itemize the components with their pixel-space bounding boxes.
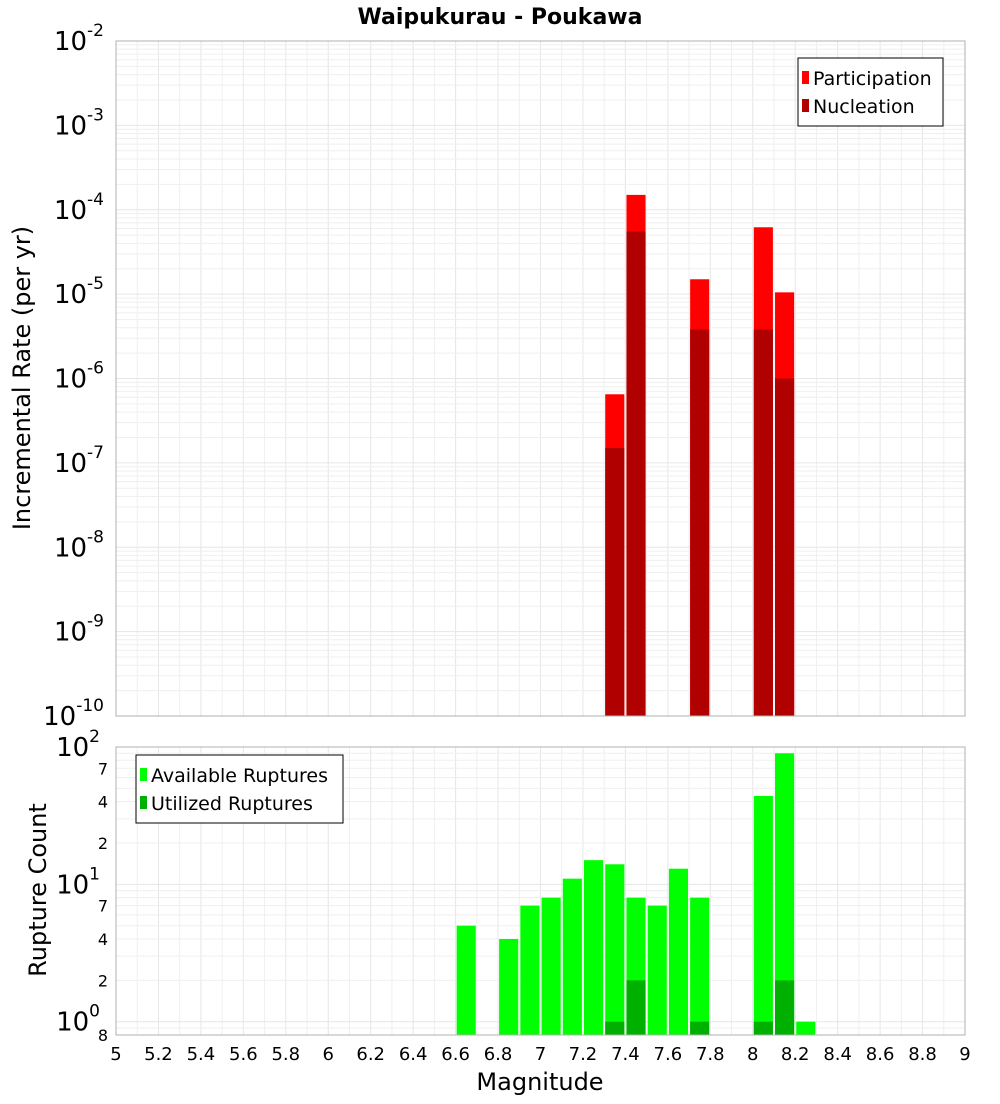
magnitude-tick-label: 8.2 <box>781 1044 810 1065</box>
count-bar-a <box>753 795 773 1035</box>
count-bar-b <box>626 980 646 1035</box>
count-bar-a <box>690 897 710 1035</box>
count-ytick-major-label: 100 <box>56 1002 100 1038</box>
count-ytick-label: 2 <box>98 834 108 853</box>
rate-ytick-label: 10-6 <box>54 359 104 395</box>
magnitude-tick-label: 8.8 <box>908 1044 937 1065</box>
magnitude-tick-label: 8.6 <box>866 1044 895 1065</box>
count-bar-a <box>775 753 795 1035</box>
rate-ytick-label: 10-5 <box>54 274 104 310</box>
count-bar-a <box>605 864 625 1035</box>
magnitude-tick-label: 5.8 <box>271 1044 300 1065</box>
magnitude-tick-label: 5 <box>110 1044 121 1065</box>
rate-legend-label: Nucleation <box>813 96 915 118</box>
count-legend-label: Available Ruptures <box>151 765 328 787</box>
rate-legend <box>797 57 944 127</box>
rate-plot-frame <box>115 40 966 717</box>
magnitude-axis-label: Magnitude <box>476 1068 603 1096</box>
magnitude-tick-label: 9 <box>959 1044 970 1065</box>
count-bar-a <box>541 897 561 1035</box>
magnitude-tick-label: 8.4 <box>823 1044 852 1065</box>
magnitude-tick-label: 6 <box>323 1044 334 1065</box>
rate-ytick-label: 10-4 <box>54 190 104 226</box>
magnitude-tick-label: 6.2 <box>356 1044 385 1065</box>
rate-ytick-label: 10-7 <box>54 443 104 479</box>
magnitude-tick-label: 7.8 <box>696 1044 725 1065</box>
count-ytick-label: 7 <box>98 759 108 778</box>
count-bar-b <box>690 1021 710 1035</box>
magnitude-tick-label: 5.4 <box>187 1044 216 1065</box>
rate-axis-label: Incremental Rate (per yr) <box>8 226 36 530</box>
count-bar-b <box>605 1021 625 1035</box>
rate-legend-swatch <box>802 99 809 112</box>
rate-legend-label: Participation <box>813 68 932 90</box>
count-panel: 8 2 4 7 2 4 7 100 101 102 5 5.2 5.4 5.6 5.8 6 6.2 6.4 6.6 6… <box>56 727 971 1065</box>
magnitude-tick-label: 6.4 <box>399 1044 428 1065</box>
magnitude-tick-label: 6.6 <box>441 1044 470 1065</box>
magnitude-tick-label: 8 <box>747 1044 758 1065</box>
count-legend <box>135 754 344 824</box>
magnitude-tick-label: 5.2 <box>144 1044 173 1065</box>
rate-ytick-label: 10-8 <box>54 527 104 563</box>
magnitude-tick-label: 7.2 <box>569 1044 598 1065</box>
rate-legend-swatch <box>802 71 809 84</box>
rate-bar-b <box>605 448 625 716</box>
count-ytick-label: 4 <box>98 793 108 812</box>
count-bar-a <box>562 878 582 1035</box>
count-bar-a <box>520 905 540 1035</box>
magnitude-tick-label: 5.6 <box>229 1044 258 1065</box>
count-bar-a <box>668 868 689 1035</box>
count-ytick-label: 8 <box>98 1026 108 1045</box>
count-ytick-label: 7 <box>98 897 108 916</box>
count-ytick-label: 2 <box>98 971 108 990</box>
count-ytick-label: 4 <box>98 930 108 949</box>
rate-ytick-label: 10-3 <box>54 105 104 141</box>
rate-ytick-label: 10-2 <box>54 21 104 57</box>
rate-bar-b <box>626 231 646 716</box>
count-ytick-major-label: 101 <box>56 864 100 900</box>
count-bar-a <box>796 1021 816 1035</box>
count-bar-a <box>584 860 604 1035</box>
count-bar-b <box>753 1021 773 1035</box>
count-plot-frame <box>115 746 966 1036</box>
count-bar-a <box>647 905 667 1035</box>
rate-ytick-label: 10-10 <box>43 696 104 732</box>
count-legend-swatch <box>140 796 147 809</box>
magnitude-tick-label: 7 <box>535 1044 546 1065</box>
count-ytick-major-label: 102 <box>56 727 100 763</box>
rate-panel: 10-10 10-9 10-8 10-7 10-6 10-5 10-4 10-3 10-2 Par… <box>43 21 966 732</box>
count-legend-label: Utilized Ruptures <box>151 793 313 815</box>
rate-bar-b <box>775 378 795 716</box>
magnitude-tick-label: 6.8 <box>484 1044 513 1065</box>
chart-title: Waipukurau - Poukawa <box>358 5 643 30</box>
count-legend-swatch <box>140 768 147 781</box>
count-bar-a <box>499 939 519 1035</box>
rate-bar-b <box>690 329 710 716</box>
magnitude-tick-label: 7.4 <box>611 1044 640 1065</box>
count-axis-label: Rupture Count <box>24 803 52 977</box>
magnitude-tick-label: 7.6 <box>654 1044 683 1065</box>
rate-ytick-label: 10-9 <box>54 612 104 648</box>
rate-bar-b <box>753 329 773 716</box>
count-bar-b <box>775 980 795 1035</box>
count-bar-a <box>456 925 476 1035</box>
